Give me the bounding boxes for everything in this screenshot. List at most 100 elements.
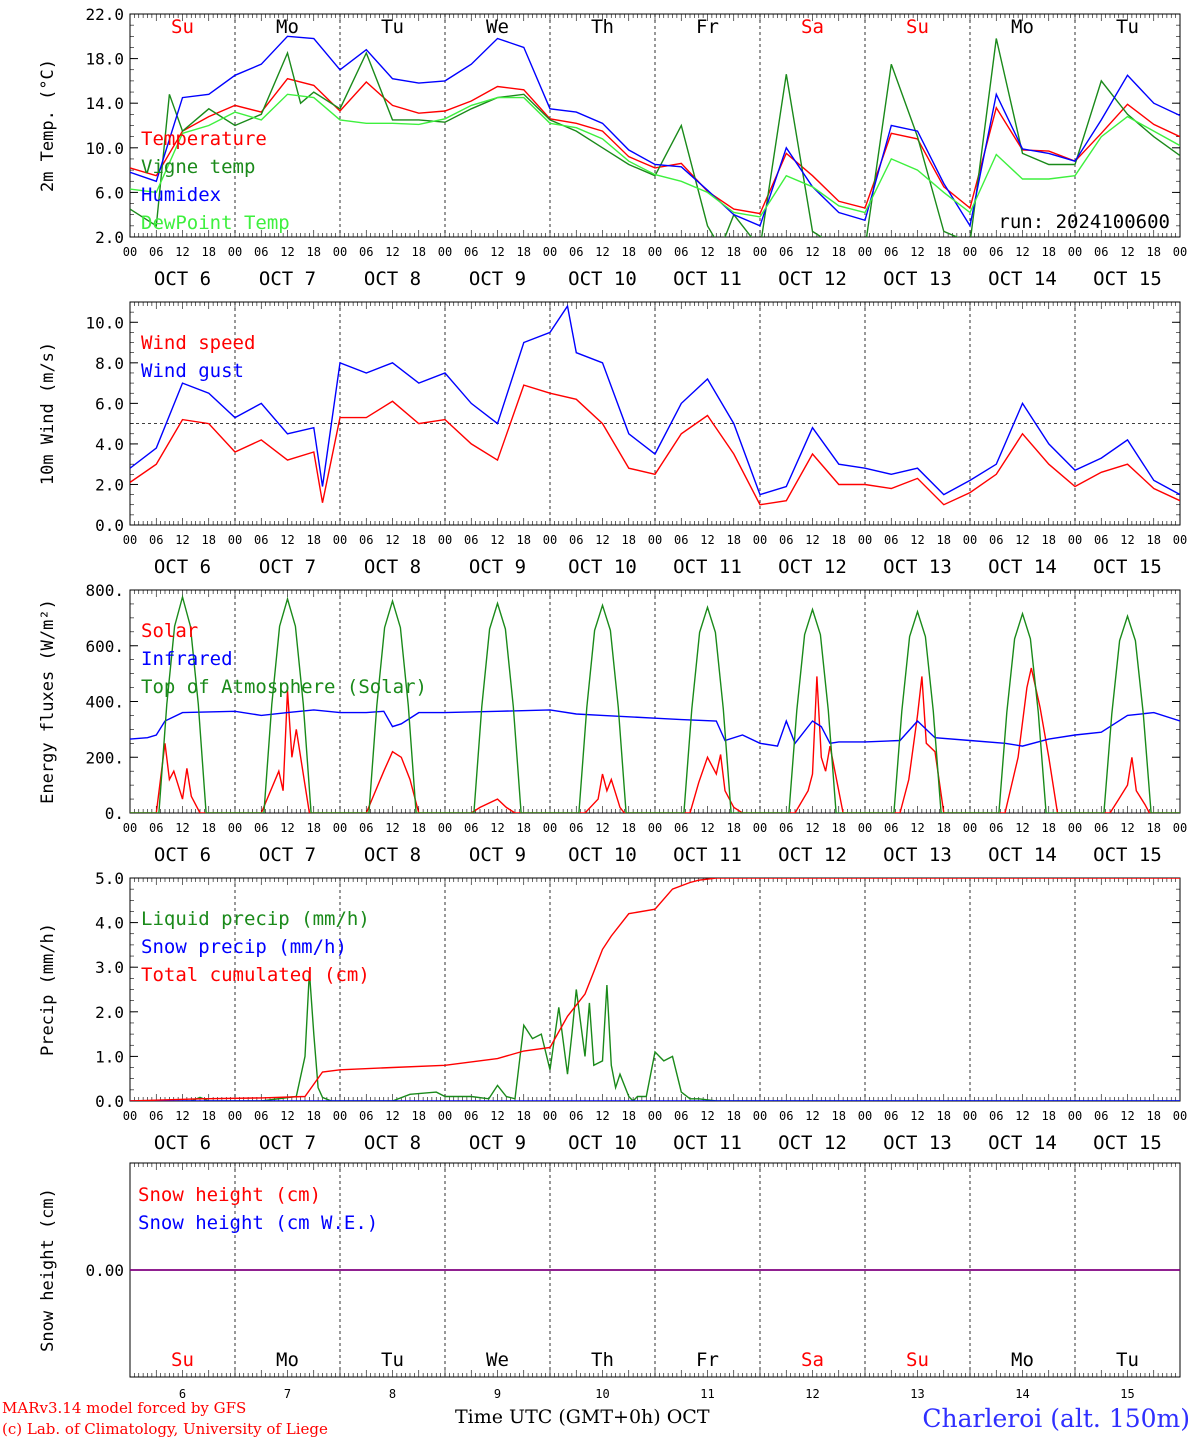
hour-label: 00 [963,821,977,835]
hour-label: 12 [490,1109,504,1123]
hour-label: 00 [333,821,347,835]
hour-label: 00 [228,533,242,547]
energy-series-1 [130,709,1180,747]
hour-label: 18 [1042,533,1056,547]
weekday-label: Fr [696,16,719,38]
hour-label: 18 [1147,245,1161,259]
hour-label: 06 [1094,245,1108,259]
y-tick-label: 0.00 [85,1261,124,1280]
hour-label: 06 [884,821,898,835]
hour-label: 18 [202,821,216,835]
hour-label: 12 [700,821,714,835]
hour-label: 12 [1015,533,1029,547]
date-label: OCT 7 [259,844,316,866]
date-label: OCT 7 [259,268,316,290]
hour-label: 18 [1147,533,1161,547]
temperature-series-0 [130,77,1180,215]
date-label: OCT 15 [1093,844,1162,866]
hour-label: 18 [832,245,846,259]
hour-label: 06 [989,245,1003,259]
weekday-label: Mo [1011,16,1034,38]
y-tick-label: 2.0 [95,1003,124,1022]
date-label: OCT 12 [778,268,847,290]
hour-label: 18 [412,533,426,547]
hour-label: 18 [727,1109,741,1123]
hour-label: 12 [1120,1109,1134,1123]
date-label: OCT 14 [988,556,1057,578]
hour-label: 06 [1094,533,1108,547]
date-label: OCT 11 [673,844,742,866]
hour-label: 06 [779,533,793,547]
hour-label: 00 [228,245,242,259]
energy-series-2 [130,594,1180,813]
weekday-label-bottom: Su [906,1349,929,1371]
snow-panel: 0.00 Snow height (cm) Snow height (cm) Snow… [38,1162,1181,1378]
hour-label: 06 [254,821,268,835]
weekday-label: Su [906,16,929,38]
hour-label: 18 [937,1109,951,1123]
temperature-series-1 [130,38,1180,237]
hour-label: 12 [175,245,189,259]
hour-label: 00 [228,821,242,835]
hour-label: 18 [202,245,216,259]
weekday-label: Th [591,16,614,38]
legend-entry: Snow precip (mm/h) [141,936,347,958]
hour-label: 06 [1094,821,1108,835]
hour-label: 00 [858,821,872,835]
hour-label: 00 [123,533,137,547]
hour-label: 06 [254,533,268,547]
copyright-line: (c) Lab. of Climatology, University of L… [2,1420,328,1438]
hour-label: 00 [333,1109,347,1123]
weekday-label-bottom: Fr [696,1349,719,1371]
hour-label: 12 [1015,1109,1029,1123]
hour-label: 18 [1042,1109,1056,1123]
date-label: OCT 6 [154,268,211,290]
hour-label: 12 [805,533,819,547]
weekday-label-bottom: Mo [276,1349,299,1371]
y-axis-label: 10m Wind (m/s) [38,342,58,485]
hour-label: 12 [280,1109,294,1123]
weekday-label: Tu [381,16,404,38]
hour-label: 00 [543,245,557,259]
weekday-label: Tu [1116,16,1139,38]
y-axis-label: 2m Temp. (°C) [38,59,58,192]
hour-label: 12 [1015,821,1029,835]
hour-label: 18 [202,533,216,547]
hour-label: 06 [569,1109,583,1123]
hour-label: 18 [622,1109,636,1123]
hour-label: 18 [202,1109,216,1123]
hour-label: 18 [832,821,846,835]
hour-label: 12 [490,245,504,259]
hour-label: 18 [727,533,741,547]
hour-label: 00 [1068,821,1082,835]
hour-label: 00 [858,245,872,259]
hour-label: 06 [359,821,373,835]
temperature-series-2 [130,35,1180,228]
day-number: 13 [910,1387,924,1401]
day-number: 7 [284,1387,291,1401]
hour-label: 06 [149,245,163,259]
hour-label: 18 [1147,1109,1161,1123]
hour-label: 18 [937,821,951,835]
hour-label: 06 [989,533,1003,547]
hour-label: 00 [963,245,977,259]
day-number: 12 [805,1387,819,1401]
hour-label: 06 [989,1109,1003,1123]
hour-label: 12 [595,245,609,259]
hour-label: 00 [648,1109,662,1123]
model-credit-line: MARv3.14 model forced by GFS [2,1399,246,1417]
hour-label: 00 [753,1109,767,1123]
hour-label: 00 [1173,245,1187,259]
legend-entry: Liquid precip (mm/h) [141,908,370,930]
hour-label: 12 [805,821,819,835]
hour-label: 12 [175,821,189,835]
date-label: OCT 13 [883,844,952,866]
day-number: 8 [389,1387,396,1401]
date-label: OCT 13 [883,1132,952,1154]
hour-label: 06 [674,245,688,259]
date-label: OCT 7 [259,1132,316,1154]
energy-panel: 0. 200. 400. 600. 800. Energy fluxes (W/m²) So… [38,581,1187,866]
hour-label: 12 [385,1109,399,1123]
hour-label: 12 [910,533,924,547]
y-tick-label: 600. [85,637,124,656]
